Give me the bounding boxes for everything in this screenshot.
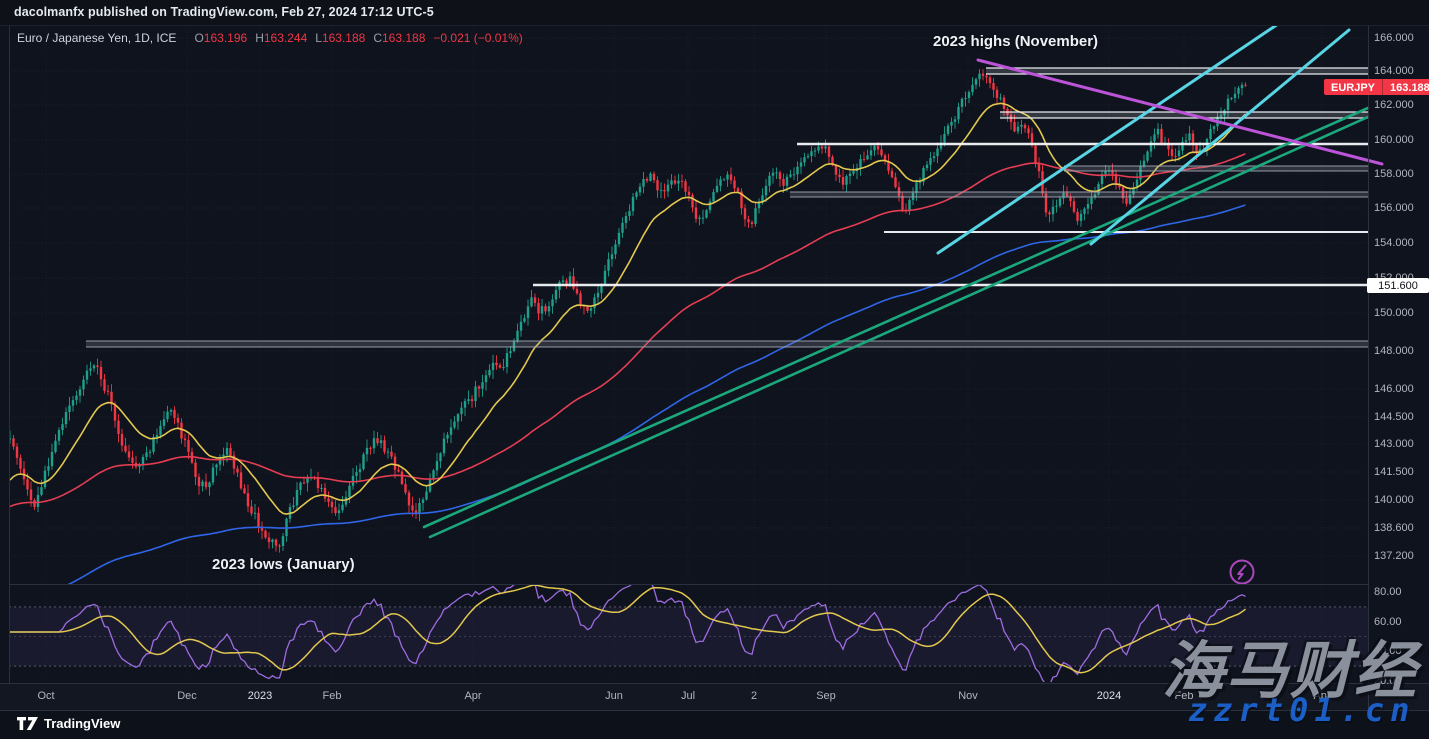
support-resistance-levels[interactable] bbox=[86, 67, 1429, 348]
price-axis-label: 150.000 bbox=[1374, 307, 1414, 319]
footer-bar: TradingView bbox=[0, 711, 1429, 739]
ohlc-high-value: 163.244 bbox=[263, 31, 308, 45]
trendlines-layer[interactable] bbox=[422, 20, 1384, 539]
price-axis-label: 148.000 bbox=[1374, 345, 1414, 357]
price-axis-label: 160.000 bbox=[1374, 134, 1414, 146]
ohlc-low-key: L bbox=[315, 31, 322, 45]
annotation-2023-highs: 2023 highs (November) bbox=[933, 33, 1099, 50]
ohlc-close-value: 163.188 bbox=[382, 31, 426, 45]
time-axis-label: 2023 bbox=[247, 690, 273, 702]
time-axis-label: Jun bbox=[605, 690, 623, 702]
price-axis-label: 158.000 bbox=[1374, 168, 1414, 180]
time-axis-label: Feb bbox=[322, 690, 342, 702]
indicator-axis-label: 60.00 bbox=[1374, 616, 1402, 628]
magenta-downtrend bbox=[976, 58, 1384, 166]
time-axis-label: Jul bbox=[680, 690, 696, 702]
ohlc-open-value: 163.196 bbox=[203, 31, 248, 45]
teal-channel-upper bbox=[422, 106, 1370, 529]
published-line: dacolmanfx published on TradingView.com,… bbox=[14, 5, 434, 19]
ma-fast-20[interactable] bbox=[9, 102, 1247, 515]
time-axis-label: Sep bbox=[816, 690, 836, 702]
time-axis-label: Nov bbox=[958, 690, 978, 702]
watermark-chinese: 海马财经 bbox=[1162, 634, 1419, 707]
change-value: −0.021 (−0.01%) bbox=[433, 31, 523, 45]
symbol-title: Euro / Japanese Yen, 1D, ICE bbox=[17, 31, 177, 45]
price-axis-label: 141.500 bbox=[1374, 466, 1414, 478]
price-axis-label: 143.000 bbox=[1374, 438, 1414, 450]
annotation-2023-lows: 2023 lows (January) bbox=[212, 556, 355, 573]
indicator-axis-label: 20.00 bbox=[1374, 675, 1402, 687]
indicator-axis-label: 80.00 bbox=[1374, 586, 1402, 598]
cyan-trendline-dec-low bbox=[1089, 28, 1351, 246]
tradingview-brand-text[interactable]: TradingView bbox=[44, 716, 121, 731]
band-158-3 bbox=[1064, 166, 1368, 171]
time-axis-label: Apr bbox=[1313, 690, 1331, 702]
ma-slow-200[interactable] bbox=[10, 204, 1246, 606]
last-price-badge: EURJPY 163.188 bbox=[1324, 79, 1429, 95]
moving-averages-layer bbox=[9, 102, 1247, 606]
indicator-axis-label: 40.00 bbox=[1374, 645, 1402, 657]
ohlc-low-value: 163.188 bbox=[321, 31, 366, 45]
price-axis-label: 156.000 bbox=[1374, 202, 1414, 214]
symbol-legend: Euro / Japanese Yen, 1D, ICE O163.196 H163… bbox=[17, 31, 523, 45]
badge-symbol: EURJPY bbox=[1324, 79, 1384, 95]
cyan-trendline-oct-low bbox=[936, 20, 1283, 255]
teal-channel-lower bbox=[428, 115, 1370, 539]
rsi-line[interactable] bbox=[10, 576, 1246, 685]
candles-layer bbox=[9, 69, 1247, 553]
time-axis-label: Apr bbox=[464, 690, 482, 702]
price-axis-label: 140.000 bbox=[1374, 494, 1414, 506]
ma-mid-100[interactable] bbox=[9, 152, 1246, 508]
resistance-band-164 bbox=[986, 68, 1368, 74]
price-axis-label: 138.600 bbox=[1374, 522, 1414, 534]
price-axis-label: 137.200 bbox=[1374, 550, 1414, 562]
tradingview-logo-icon[interactable] bbox=[16, 716, 40, 738]
watermark-url: zzrt01.cn bbox=[1188, 691, 1416, 729]
resistance-band-161-5 bbox=[1000, 112, 1368, 118]
ohlc-close-key: C bbox=[373, 31, 382, 45]
price-axis-label: 146.000 bbox=[1374, 383, 1414, 395]
price-level-label-151600: 151.600 bbox=[1367, 278, 1429, 293]
price-axis-label: 154.000 bbox=[1374, 237, 1414, 249]
price-axis-label: 164.000 bbox=[1374, 65, 1414, 77]
time-axis-label: Dec bbox=[177, 690, 197, 702]
ohlc-high-key: H bbox=[255, 31, 264, 45]
band-156-8 bbox=[790, 192, 1368, 197]
price-axis-label: 162.000 bbox=[1374, 99, 1414, 111]
price-axis-label: 144.500 bbox=[1374, 411, 1414, 423]
top-bar: dacolmanfx published on TradingView.com,… bbox=[0, 0, 1429, 26]
time-axis-label: 2024 bbox=[1096, 690, 1122, 702]
band-148-3 bbox=[86, 341, 1368, 347]
price-axis-label: 166.000 bbox=[1374, 32, 1414, 44]
rsi-ma-line[interactable] bbox=[10, 585, 1246, 674]
rsi-pane bbox=[9, 606, 1368, 667]
ohlc-open-key: O bbox=[194, 31, 204, 45]
badge-price: 163.188 bbox=[1390, 81, 1429, 94]
time-axis-label: Oct bbox=[37, 690, 55, 702]
lightning-bolt-icon[interactable] bbox=[1229, 559, 1255, 585]
time-axis-label: Feb bbox=[1174, 690, 1194, 702]
time-axis-label: 2 bbox=[750, 690, 758, 702]
